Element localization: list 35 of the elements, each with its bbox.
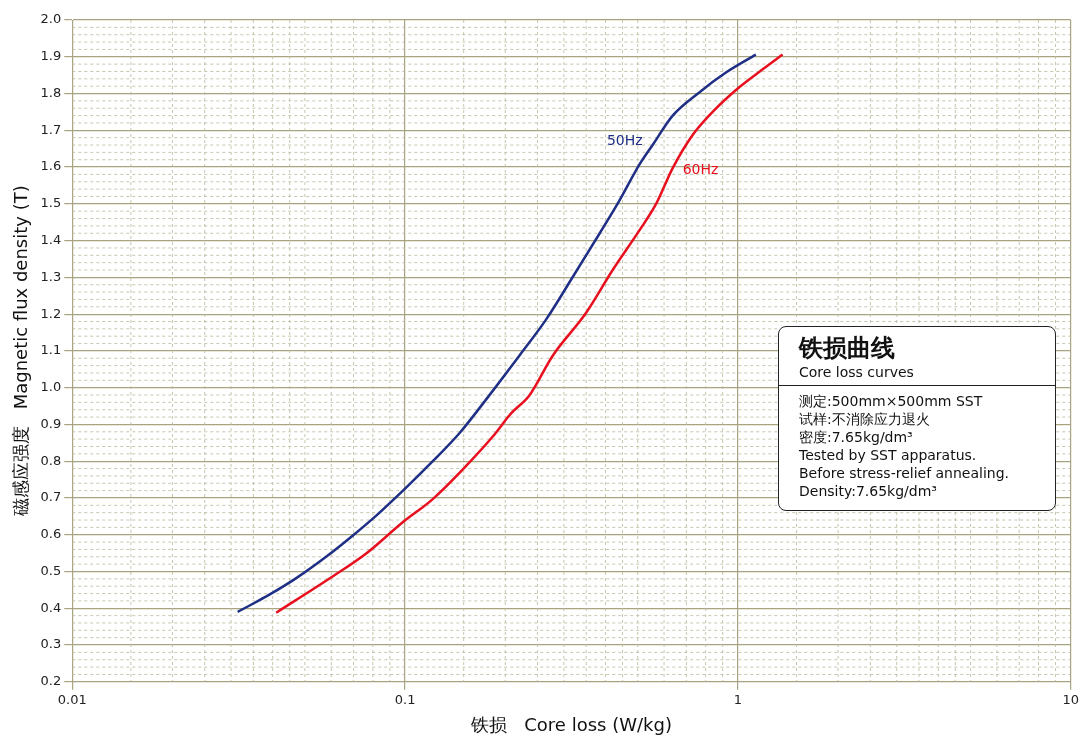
- annotation: Before stress-relief annealing.: [799, 464, 1011, 482]
- y-tick-label: 1.4: [40, 231, 62, 247]
- y-tick-label: 1.6: [40, 158, 62, 174]
- text: 铁损曲线: [799, 333, 896, 363]
- y-tick-label: 1.8: [40, 84, 62, 100]
- y-tick-label: 1.0: [40, 379, 62, 395]
- annotation: 试样:不消除应力退火: [799, 410, 931, 428]
- annotation: 测定:500mm×500mm SST: [799, 392, 984, 410]
- annotation: Density:7.65kg/dm³: [799, 482, 938, 500]
- text: Core loss curves: [799, 363, 915, 381]
- y-tick-label: 0.6: [40, 526, 62, 542]
- x-tick-label: 1: [733, 691, 743, 707]
- series-label: 60Hz: [682, 160, 719, 177]
- y-tick-label: 2.0: [40, 11, 62, 27]
- y-tick-label: 1.2: [40, 305, 62, 321]
- y-tick-label: 0.9: [40, 415, 62, 431]
- y-tick-label: 0.5: [40, 562, 62, 578]
- y-tick-label: 1.1: [40, 342, 62, 358]
- y-tick-label: 0.2: [40, 673, 62, 689]
- y-tick-label: 0.4: [40, 599, 62, 615]
- y-tick-label: 1.9: [40, 48, 62, 64]
- y-axis-title: 磁感应强度 Magnetic flux density (T): [10, 185, 32, 518]
- x-axis-title: 铁损 Core loss (W/kg): [470, 713, 672, 735]
- series-label: 50Hz: [606, 131, 643, 148]
- x-tick-label: 10: [1062, 691, 1079, 707]
- y-tick-label: 0.7: [40, 489, 62, 505]
- annotation: 密度:7.65kg/dm³: [799, 428, 914, 446]
- annotation: Tested by SST apparatus.: [799, 446, 978, 464]
- y-tick-label: 1.7: [40, 121, 62, 137]
- x-tick-label: 0.1: [394, 691, 416, 707]
- x-tick-label: 0.01: [57, 691, 87, 707]
- y-tick-label: 0.3: [40, 636, 62, 652]
- y-tick-label: 1.3: [40, 268, 62, 284]
- y-tick-label: 1.5: [40, 195, 62, 211]
- y-tick-label: 0.8: [40, 452, 62, 468]
